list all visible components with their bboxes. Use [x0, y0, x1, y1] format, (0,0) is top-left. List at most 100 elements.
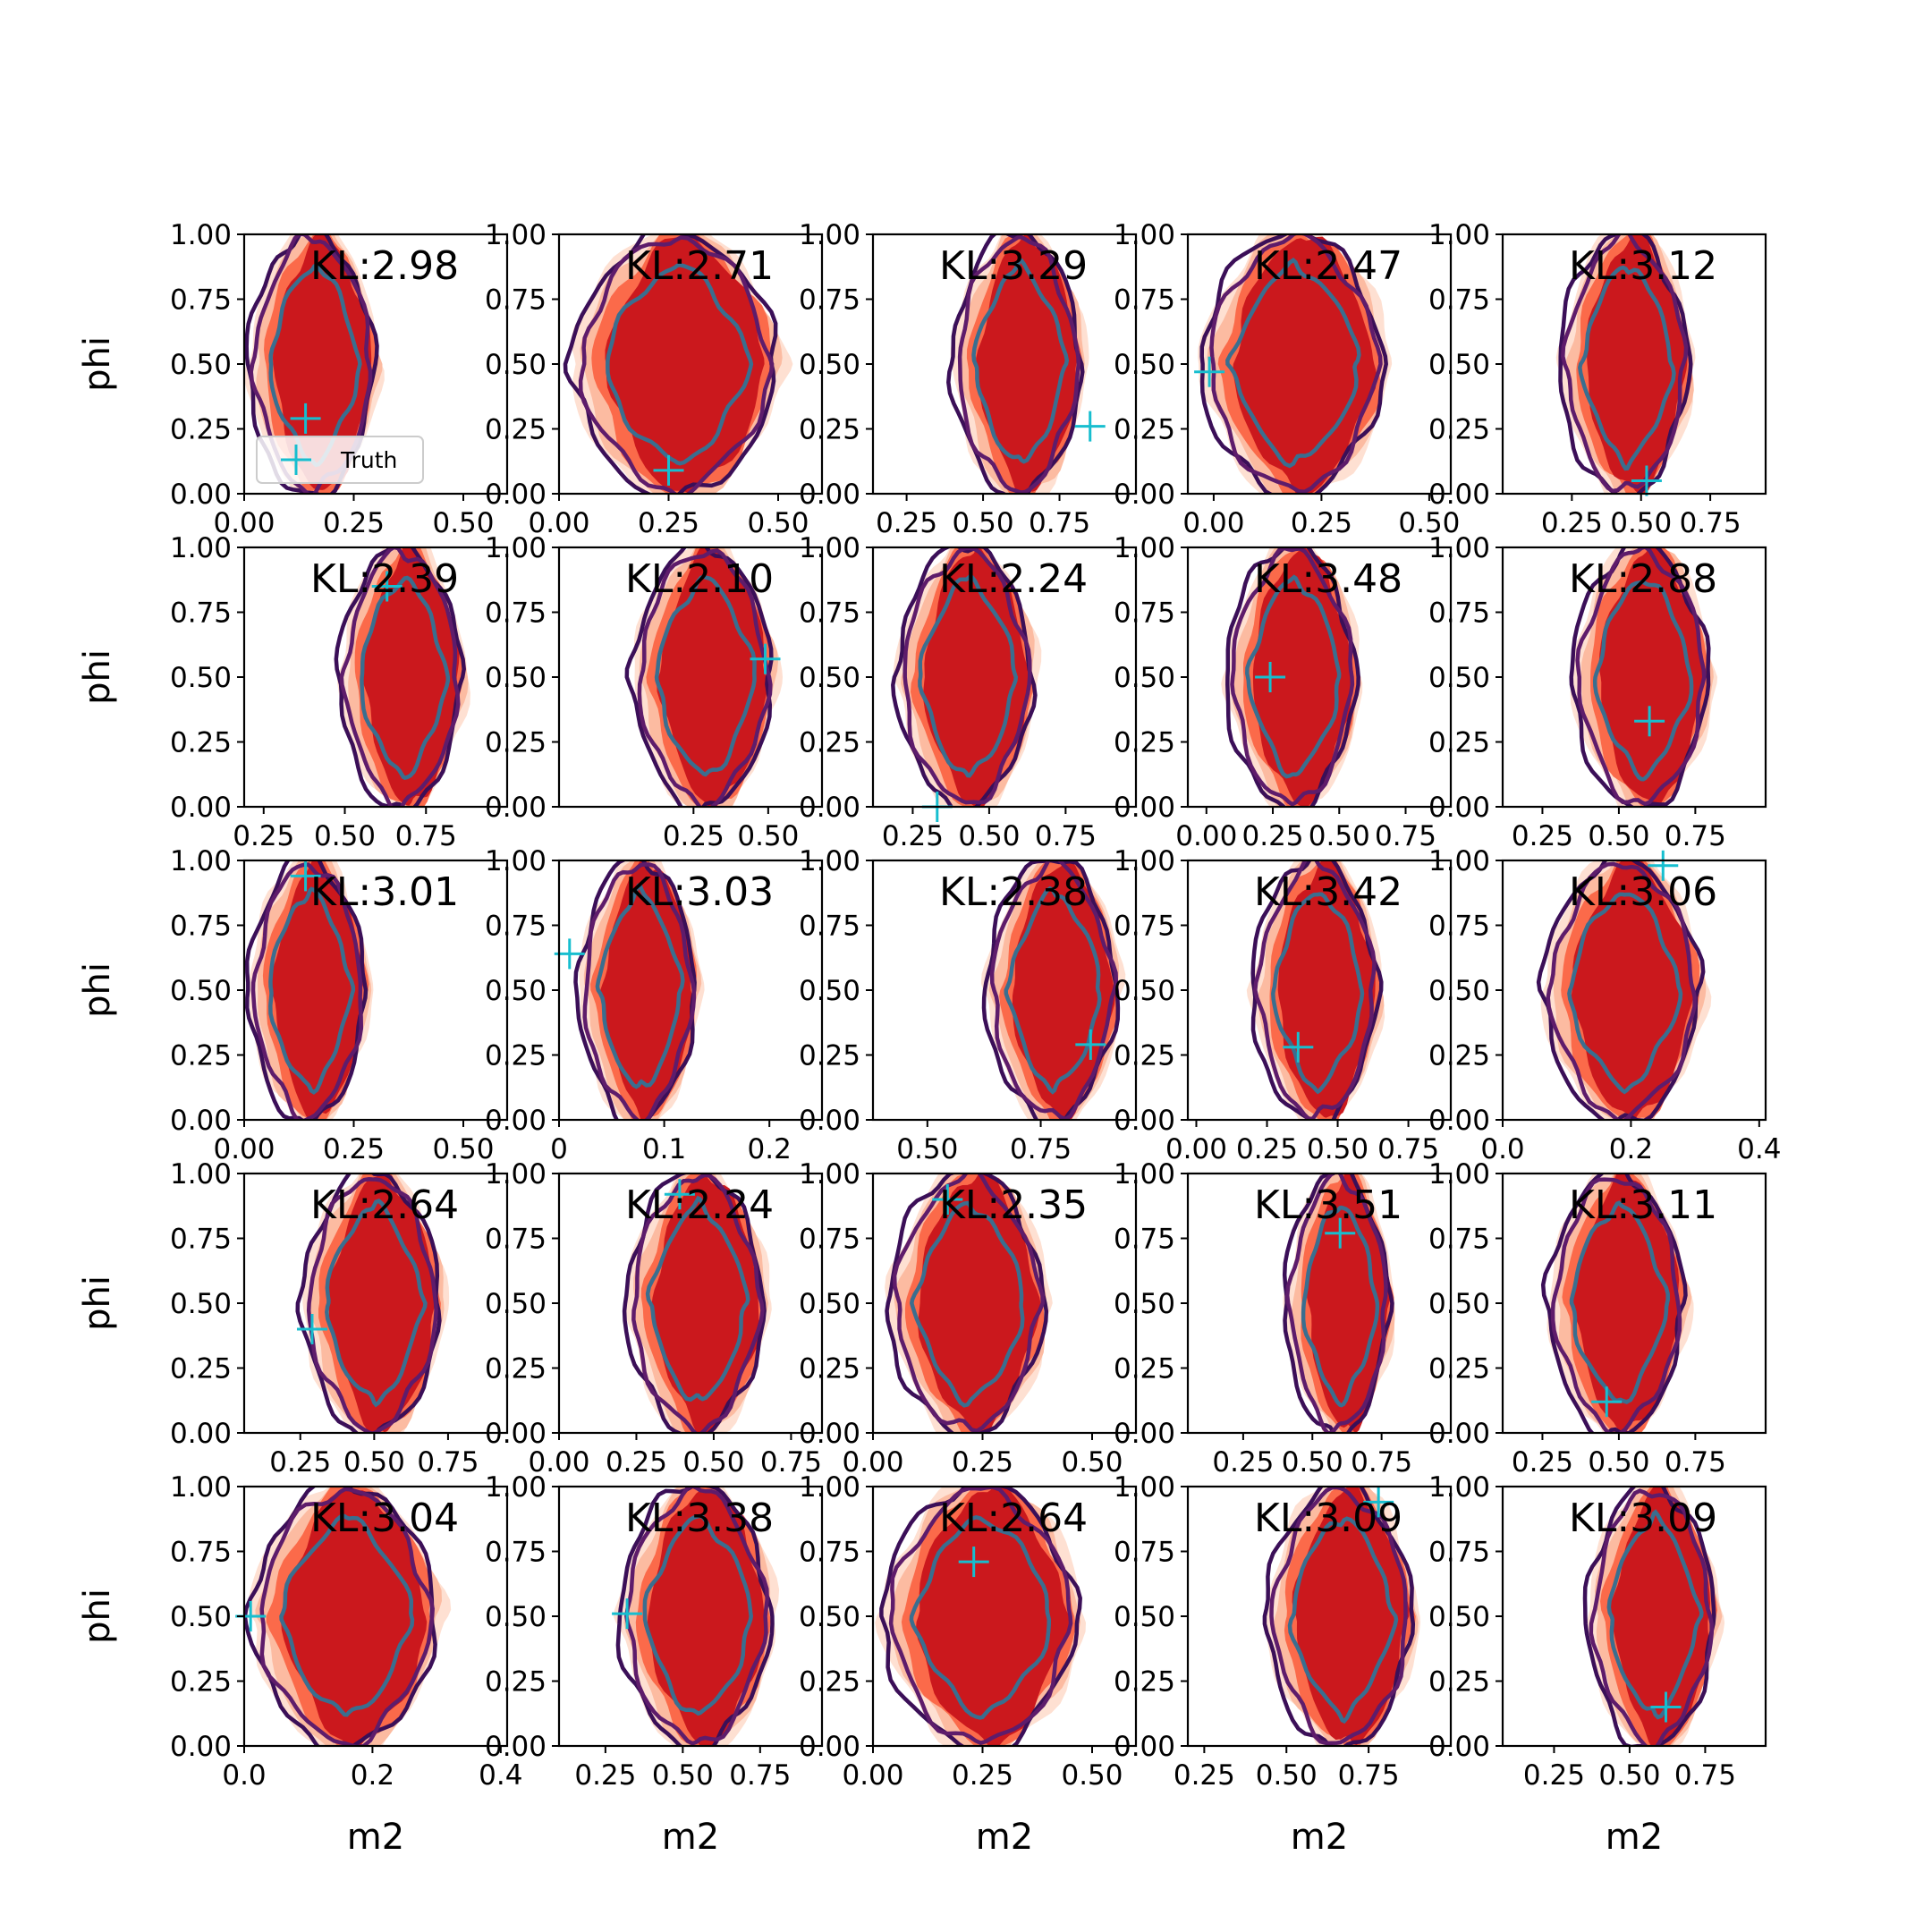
panel-7: KL:2.10 0.00 0.25 0.50 0.75 1.00 0.25 0.50 [485, 532, 824, 852]
y-tick-label: 0.50 [170, 349, 232, 381]
y-tick-label: 0.25 [1114, 414, 1175, 446]
contour-line-inner [606, 262, 754, 466]
density-level-4 [1598, 547, 1707, 807]
truth-marker [296, 1314, 327, 1344]
y-axis-label: phi [77, 962, 118, 1018]
x-tick-label: 0.50 [1309, 820, 1370, 852]
truth-marker [1648, 850, 1679, 881]
x-tick-label: 0.25 [1512, 820, 1573, 852]
truth-marker [750, 643, 781, 674]
y-tick-label: 0.25 [799, 414, 860, 446]
y-tick-label: 1.00 [799, 219, 860, 251]
density-plot [980, 860, 1126, 1120]
panel-1: KL:2.98 0.00 0.25 0.50 0.75 1.00 0.00 0.25 0.50 p… [77, 219, 509, 539]
x-tick-label: 0 [550, 1133, 568, 1165]
contour-line-inner [1606, 1509, 1704, 1720]
x-tick-label: 0.00 [528, 507, 589, 539]
contour-line-outer [1569, 547, 1711, 807]
density-plot [244, 234, 385, 494]
contour-line-inner [1301, 1205, 1380, 1408]
y-tick-label: 1.00 [1428, 1158, 1490, 1191]
y-tick-label: 0.25 [1428, 1040, 1490, 1072]
contour-line-middle [339, 547, 461, 807]
panel-24: KL:3.090.000.250.500.751.000.25 0.50 0.75m… [1114, 1471, 1453, 1858]
x-tick-label: 0.25 [882, 820, 944, 852]
y-axis-label: phi [77, 649, 118, 705]
x-tick-label: 0.4 [1737, 1133, 1781, 1165]
y-tick-label: 0.75 [485, 1537, 547, 1569]
x-tick-label: 0.50 [1598, 1759, 1660, 1792]
x-tick-label: 0.75 [1375, 820, 1436, 852]
kl-label: KL:3.42 [1254, 869, 1402, 915]
kl-label: KL:2.10 [625, 556, 774, 602]
x-tick-label: 0.50 [314, 820, 376, 852]
y-tick-label: 0.50 [485, 1601, 547, 1633]
y-tick-label: 0.75 [1428, 911, 1490, 943]
density-level-4 [1292, 1487, 1410, 1746]
y-tick-label: 0.25 [799, 727, 860, 759]
y-tick-label: 0.00 [485, 479, 547, 511]
y-tick-label: 0.75 [799, 597, 860, 630]
y-tick-label: 0.25 [485, 727, 547, 759]
y-tick-label: 1.00 [1114, 219, 1175, 251]
density-plot [891, 547, 1042, 807]
contour-line-outer [615, 1487, 775, 1746]
y-tick-label: 1.00 [485, 219, 547, 251]
x-tick-label: 0.50 [1282, 1446, 1343, 1479]
y-tick-label: 0.75 [1428, 1224, 1490, 1256]
x-tick-label: 0.25 [1174, 1759, 1235, 1792]
y-axis-label: phi [77, 1275, 118, 1331]
contour-line-inner [1271, 892, 1365, 1095]
y-tick-label: 0.25 [1114, 1040, 1175, 1072]
kl-label: KL:2.64 [310, 1182, 459, 1228]
y-tick-label: 0.00 [799, 1731, 860, 1763]
x-tick-label: 0.75 [1665, 1446, 1726, 1479]
y-tick-label: 0.50 [485, 662, 547, 694]
y-tick-label: 0.00 [170, 792, 232, 824]
y-tick-label: 1.00 [1114, 1471, 1175, 1504]
x-tick-label: 0.25 [1512, 1446, 1573, 1479]
x-tick-label: 0.50 [652, 1759, 714, 1792]
contour-line-middle [1561, 234, 1689, 494]
y-tick-label: 0.00 [170, 1731, 232, 1763]
y-tick-label: 1.00 [485, 1158, 547, 1191]
y-tick-label: 0.25 [485, 1666, 547, 1699]
x-tick-label: 0.75 [729, 1759, 791, 1792]
x-tick-label: 0.25 [1236, 1133, 1298, 1165]
contour-line-middle [1253, 860, 1377, 1120]
density-level-4 [1277, 860, 1376, 1118]
y-tick-label: 0.00 [485, 1105, 547, 1137]
y-tick-label: 0.00 [485, 1731, 547, 1763]
panel-18: KL:2.35 0.00 0.25 0.50 0.75 1.00 0.00 0.25 0.50 [799, 1158, 1138, 1479]
contour-line-middle [1284, 1174, 1388, 1433]
x-tick-label: 0.25 [1523, 1759, 1585, 1792]
y-axis-label: phi [77, 336, 118, 392]
y-tick-label: 0.75 [170, 284, 232, 317]
x-tick-label: 0.50 [1061, 1759, 1123, 1792]
contour-line-inner [360, 575, 451, 780]
y-tick-label: 1.00 [1114, 532, 1175, 564]
density-level-4 [1571, 860, 1694, 1120]
x-tick-label: 0.50 [432, 1133, 494, 1165]
density-level-4 [281, 1488, 428, 1746]
contour-line-outer [879, 1487, 1082, 1746]
y-tick-label: 0.75 [170, 597, 232, 630]
y-tick-label: 0.75 [799, 911, 860, 943]
y-tick-label: 0.00 [170, 479, 232, 511]
panel-3: KL:3.29 0.00 0.25 0.50 0.75 1.00 0.25 0.50 0.75 [799, 219, 1138, 539]
y-tick-label: 0.25 [1428, 1666, 1490, 1699]
x-axis-label: m2 [347, 1817, 404, 1858]
x-tick-label: 0.00 [1182, 507, 1244, 539]
contour-line-outer [1199, 234, 1388, 494]
kl-label: KL:2.24 [939, 556, 1088, 602]
density-plot [244, 1487, 452, 1746]
x-tick-label: 0.75 [395, 820, 457, 852]
y-tick-label: 0.50 [799, 349, 860, 381]
y-tick-label: 0.50 [1114, 662, 1175, 694]
y-tick-label: 1.00 [799, 532, 860, 564]
kl-label: KL:2.35 [939, 1182, 1088, 1228]
contour-line-middle [892, 1174, 1045, 1433]
contour-line-middle [989, 860, 1119, 1120]
y-tick-label: 0.50 [170, 1288, 232, 1320]
